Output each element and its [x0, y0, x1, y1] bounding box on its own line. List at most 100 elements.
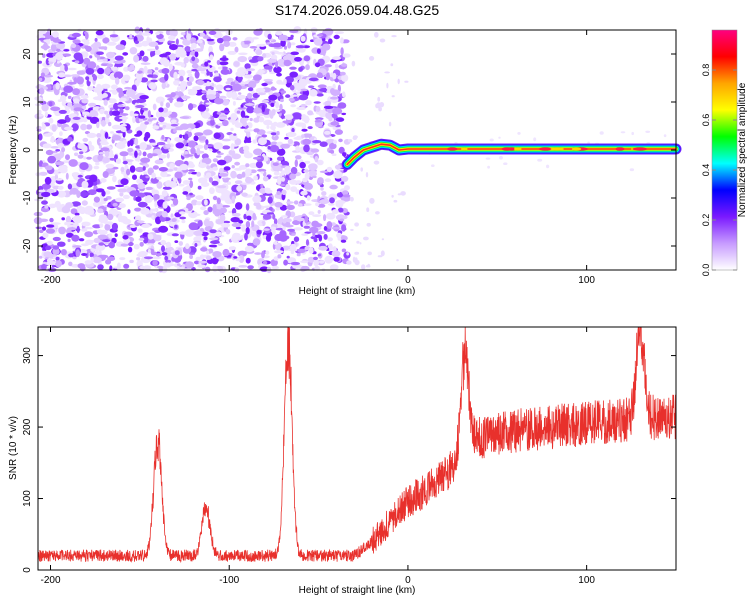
- scatter-blob: [499, 155, 503, 160]
- noise-blob: [314, 117, 324, 121]
- noise-blob: [197, 185, 202, 190]
- noise-blob: [63, 49, 70, 52]
- noise-blob: [233, 256, 238, 259]
- noise-blob: [245, 203, 250, 211]
- noise-blob: [254, 252, 262, 255]
- noise-blob: [86, 240, 96, 243]
- noise-blob: [138, 237, 145, 241]
- noise-blob: [328, 150, 334, 154]
- noise-blob: [302, 138, 312, 145]
- noise-blob: [330, 88, 335, 95]
- noise-blob: [221, 138, 232, 142]
- noise-blob: [219, 57, 229, 62]
- noise-blob: [165, 144, 172, 148]
- noise-blob: [290, 104, 297, 108]
- noise-blob: [230, 113, 238, 121]
- noise-blob: [78, 238, 85, 242]
- noise-blob: [174, 240, 179, 244]
- noise-blob: [297, 203, 303, 207]
- noise-blob: [109, 131, 114, 134]
- noise-blob: [342, 39, 350, 44]
- noise-blob: [173, 128, 177, 133]
- noise-blob: [106, 113, 110, 119]
- noise-blob: [49, 217, 54, 223]
- noise-blob: [95, 30, 104, 36]
- noise-blob: [43, 251, 53, 258]
- noise-blob: [55, 42, 66, 50]
- noise-blob: [182, 191, 189, 195]
- noise-blob: [170, 123, 178, 127]
- noise-blob: [59, 95, 67, 102]
- noise-blob: [52, 31, 59, 38]
- noise-blob: [41, 191, 51, 198]
- noise-blob: [101, 120, 106, 127]
- noise-blob: [146, 243, 155, 246]
- noise-blob: [81, 180, 89, 189]
- noise-blob: [248, 59, 259, 63]
- scatter-blob: [391, 35, 397, 38]
- noise-blob: [319, 141, 328, 147]
- noise-blob: [97, 234, 108, 240]
- noise-blob: [333, 256, 340, 262]
- noise-blob: [321, 191, 327, 196]
- noise-blob: [335, 117, 345, 122]
- noise-blob: [113, 60, 124, 64]
- noise-blob: [160, 239, 167, 246]
- noise-blob: [283, 259, 288, 266]
- noise-blob: [208, 244, 218, 248]
- noise-blob: [175, 38, 179, 45]
- noise-blob: [63, 74, 73, 78]
- noise-blob: [38, 77, 43, 82]
- noise-blob: [235, 202, 243, 210]
- noise-blob: [143, 135, 149, 142]
- noise-blob: [43, 42, 48, 51]
- noise-blob: [287, 138, 293, 145]
- noise-blob: [102, 239, 111, 243]
- noise-blob: [83, 57, 91, 65]
- noise-blob: [263, 119, 273, 126]
- noise-blob: [113, 71, 124, 79]
- noise-blob: [145, 186, 153, 191]
- noise-blob: [162, 186, 172, 190]
- noise-blob: [39, 171, 48, 176]
- noise-blob: [77, 174, 83, 178]
- noise-blob: [141, 32, 152, 36]
- noise-blob: [108, 157, 117, 161]
- noise-blob: [71, 43, 77, 48]
- noise-blob: [81, 243, 89, 247]
- noise-blob: [342, 194, 351, 198]
- noise-blob: [70, 208, 78, 215]
- noise-blob: [314, 119, 322, 123]
- noise-blob: [182, 180, 190, 185]
- noise-blob: [169, 44, 178, 51]
- noise-blob: [161, 252, 168, 256]
- noise-blob: [272, 162, 279, 167]
- noise-blob: [100, 135, 104, 141]
- noise-blob: [193, 135, 199, 142]
- noise-blob: [74, 60, 80, 64]
- noise-blob: [107, 213, 114, 221]
- noise-blob: [307, 110, 314, 116]
- noise-blob: [189, 163, 196, 168]
- scatter-blob: [629, 168, 635, 172]
- noise-blob: [174, 250, 180, 256]
- noise-blob: [200, 247, 208, 252]
- noise-blob: [312, 214, 322, 218]
- noise-blob: [115, 158, 122, 165]
- noise-blob: [330, 96, 339, 100]
- noise-blob: [154, 201, 158, 208]
- noise-blob: [208, 177, 213, 183]
- scatter-blob: [599, 131, 604, 135]
- noise-blob: [152, 165, 159, 170]
- noise-blob: [43, 39, 51, 43]
- noise-blob: [150, 50, 154, 58]
- noise-blob: [215, 202, 223, 210]
- noise-blob: [162, 124, 167, 128]
- noise-blob: [92, 201, 103, 208]
- noise-blob: [46, 224, 55, 228]
- noise-blob: [72, 245, 82, 248]
- noise-blob: [67, 95, 72, 99]
- noise-blob: [199, 32, 205, 37]
